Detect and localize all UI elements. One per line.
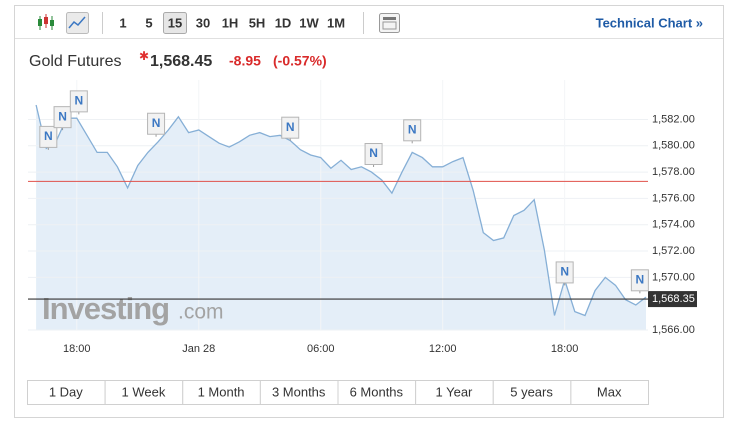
news-label: N [369, 146, 378, 160]
watermark-suffix: .com [178, 301, 224, 324]
news-marker[interactable]: N [69, 90, 88, 115]
interval-button[interactable]: 1M [327, 15, 345, 30]
panel-icon[interactable] [379, 13, 400, 33]
range-button[interactable] [104, 380, 184, 405]
y-tick-label: 1,580.00 [652, 140, 695, 152]
y-tick-label: 1,574.00 [652, 219, 695, 231]
interval-button[interactable]: 15 [168, 15, 182, 30]
news-flag [403, 119, 422, 142]
y-tick-label: 1,576.00 [652, 192, 695, 204]
interval-button[interactable]: 1H [222, 15, 239, 30]
range-button[interactable] [415, 380, 494, 405]
news-flag [69, 90, 88, 113]
news-marker[interactable]: N [53, 106, 72, 131]
news-label: N [58, 109, 67, 123]
technical-chart-link[interactable]: Technical Chart » [596, 15, 703, 30]
news-marker[interactable]: N [555, 261, 574, 286]
area [36, 105, 647, 330]
interval-active-box [163, 12, 187, 34]
range-button[interactable] [492, 380, 572, 405]
range-label[interactable]: 1 Year [436, 384, 474, 399]
news-flag [630, 269, 649, 292]
interval-button[interactable]: 5 [145, 15, 152, 30]
range-button[interactable] [570, 380, 649, 405]
news-flag [555, 261, 574, 284]
range-button[interactable] [259, 380, 339, 405]
interval-button[interactable]: 1W [299, 15, 319, 30]
range-button[interactable] [337, 380, 417, 405]
range-button[interactable] [27, 380, 106, 405]
interval-button[interactable]: 30 [196, 15, 210, 30]
line-icon[interactable] [66, 12, 89, 34]
news-marker[interactable]: N [403, 119, 422, 144]
current-price-label: 1,568.35 [652, 293, 695, 305]
news-label: N [74, 94, 83, 108]
news-flag [281, 116, 300, 139]
x-tick-label: Jan 28 [182, 343, 215, 355]
range-label[interactable]: 1 Week [122, 384, 166, 399]
price-change: -8.95 [229, 53, 261, 69]
x-tick-label: 18:00 [551, 343, 579, 355]
news-marker[interactable]: N [39, 125, 58, 150]
range-label[interactable]: 3 Months [272, 384, 326, 399]
range-label[interactable]: 6 Months [350, 384, 404, 399]
news-marker[interactable]: N [147, 112, 166, 137]
current-price-tag [648, 291, 697, 308]
watermark: Investing .com [42, 291, 224, 326]
x-tick-label: 12:00 [429, 343, 457, 355]
y-tick-label: 1,570.00 [652, 271, 695, 283]
x-tick-label: 06:00 [307, 343, 335, 355]
news-marker[interactable]: N [364, 143, 383, 168]
watermark-brand: Investing [42, 291, 169, 326]
news-label: N [286, 120, 295, 134]
y-tick-label: 1,582.00 [652, 113, 695, 125]
y-tick-label: 1,578.00 [652, 166, 695, 178]
interval-button[interactable]: 5H [249, 15, 266, 30]
interval-button[interactable]: 1D [275, 15, 292, 30]
x-tick-label: 18:00 [63, 343, 91, 355]
instrument-name: Gold Futures [29, 53, 121, 70]
news-marker[interactable]: N [630, 269, 649, 294]
range-label[interactable]: 5 years [510, 384, 553, 399]
range-label[interactable]: 1 Day [49, 384, 83, 399]
news-flag [147, 112, 166, 135]
news-label: N [560, 265, 569, 279]
news-label: N [44, 129, 53, 143]
news-flag [364, 143, 383, 165]
news-label: N [408, 122, 417, 136]
range-label[interactable]: Max [597, 384, 622, 399]
y-tick-label: 1,566.00 [652, 324, 695, 336]
news-marker[interactable]: N [281, 116, 300, 141]
news-label: N [152, 116, 161, 130]
price-change-pct: (-0.57%) [273, 53, 327, 69]
range-button[interactable] [182, 380, 261, 405]
range-label[interactable]: 1 Month [198, 384, 245, 399]
y-tick-label: 1,572.00 [652, 245, 695, 257]
news-label: N [636, 272, 645, 286]
price-line [35, 104, 647, 317]
last-price: 1,568.45 [150, 53, 212, 70]
candle-icon[interactable] [38, 14, 54, 30]
news-flag [39, 125, 58, 148]
interval-button[interactable]: 1 [119, 15, 126, 30]
star-icon: ✱ [139, 49, 149, 63]
news-flag [53, 106, 72, 129]
